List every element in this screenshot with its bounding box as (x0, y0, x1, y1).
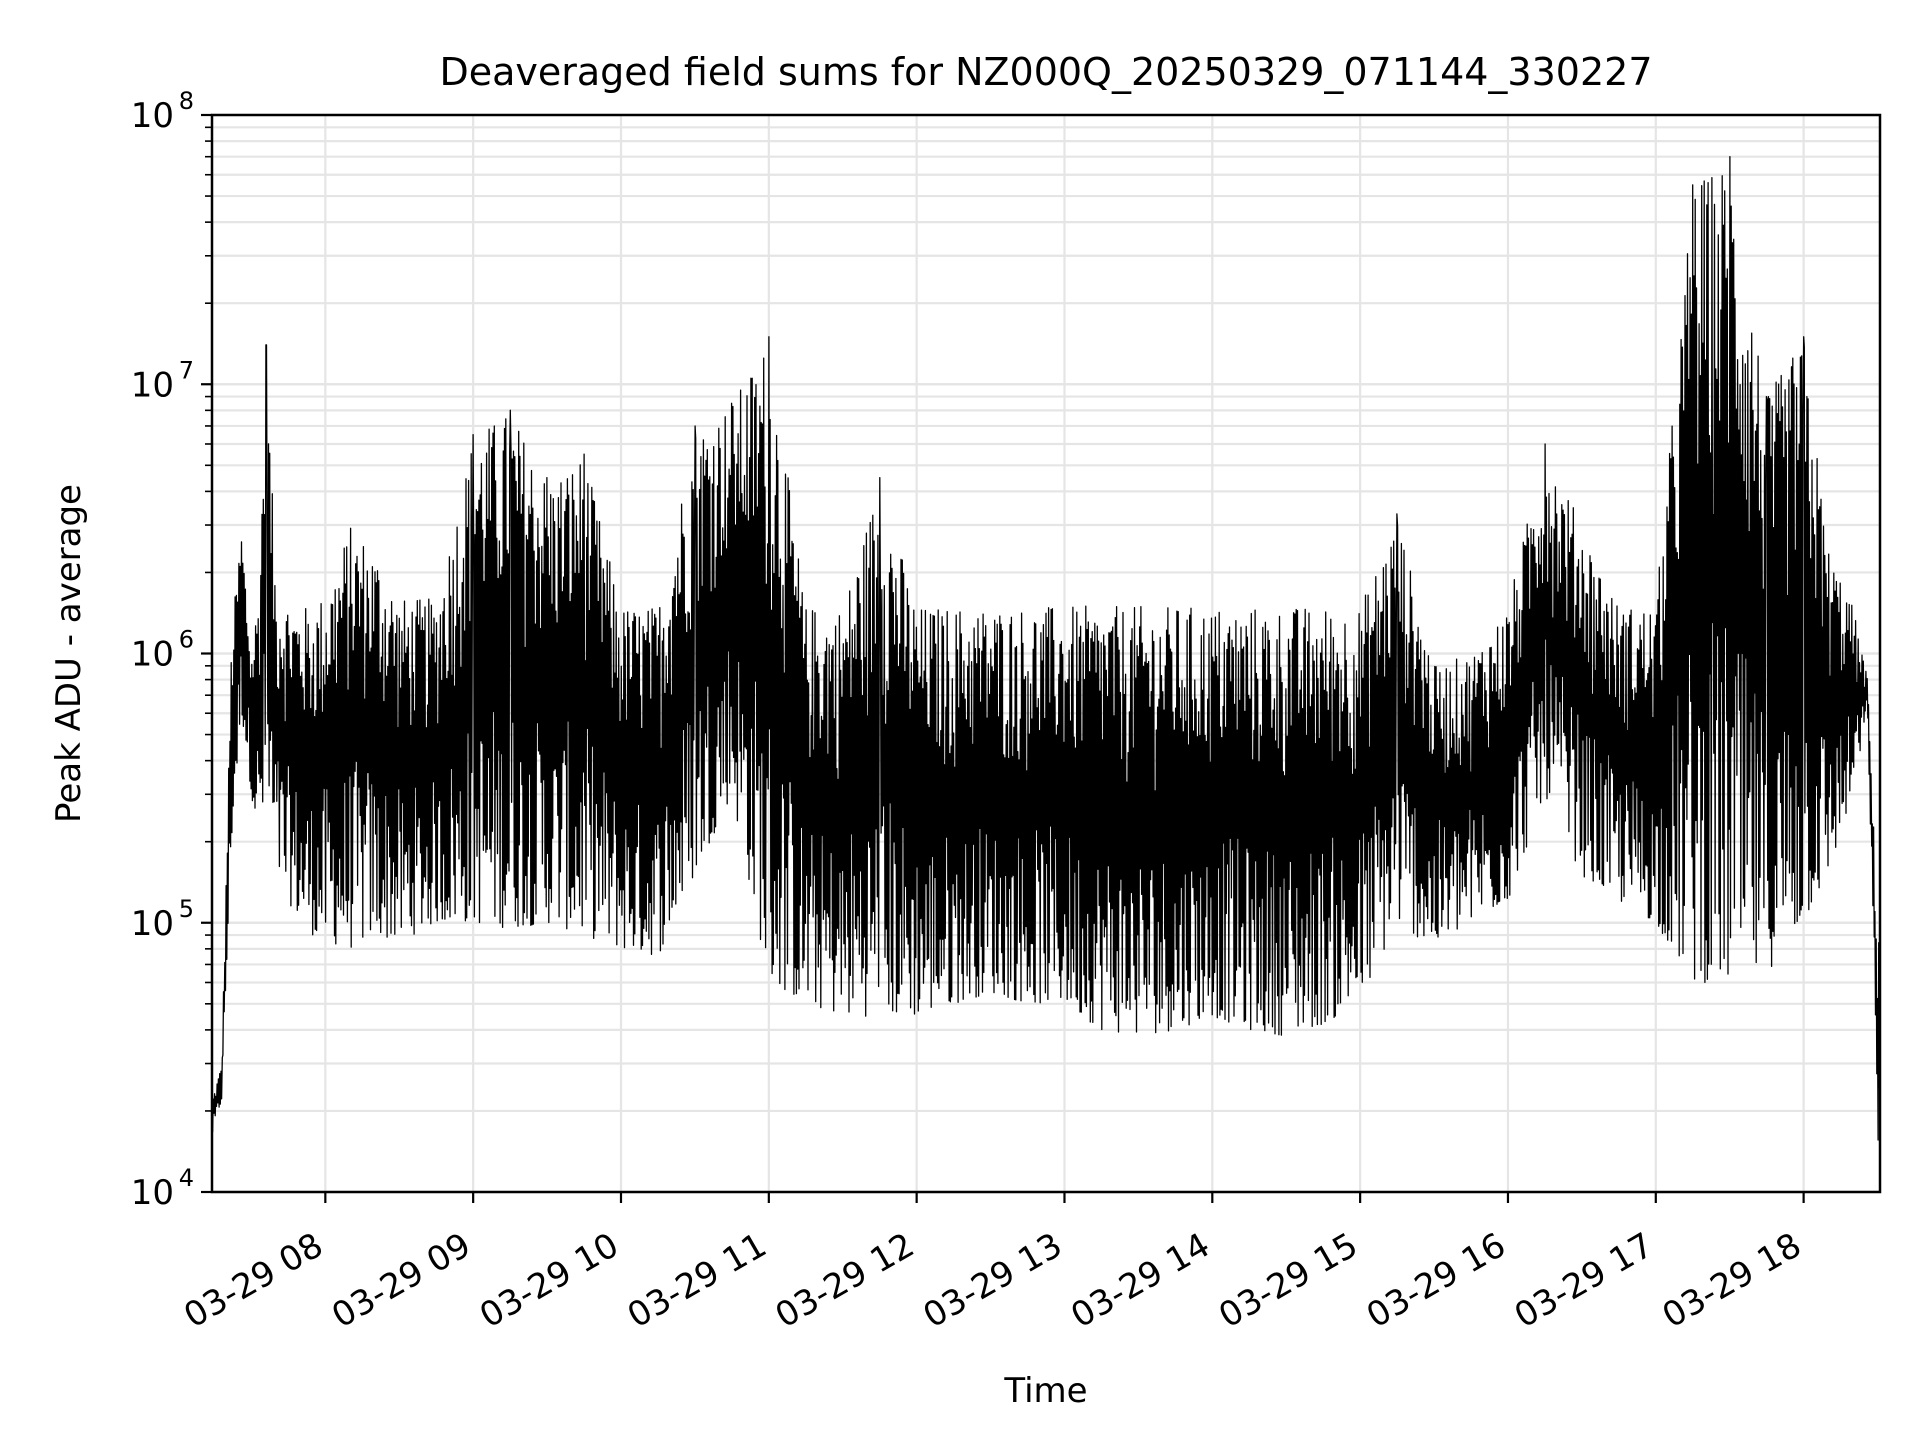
data-series-line (211, 156, 1881, 1141)
y-tick-exponent: 6 (179, 626, 194, 654)
chart-title: Deaveraged field sums for NZ000Q_2025032… (439, 50, 1652, 94)
y-tick-label: 10 (131, 365, 174, 405)
y-tick-exponent: 7 (179, 356, 194, 384)
y-tick-label: 10 (131, 96, 174, 136)
y-tick-label: 10 (131, 904, 174, 944)
y-tick-label: 10 (131, 635, 174, 675)
x-axis-label: Time (1003, 1371, 1087, 1411)
y-tick-exponent: 8 (179, 87, 194, 115)
y-tick-exponent: 4 (179, 1164, 194, 1192)
y-axis-label: Peak ADU - average (49, 484, 89, 823)
data-layer (211, 156, 1881, 1141)
y-tick-label: 10 (131, 1173, 174, 1213)
y-tick-exponent: 5 (179, 895, 194, 923)
